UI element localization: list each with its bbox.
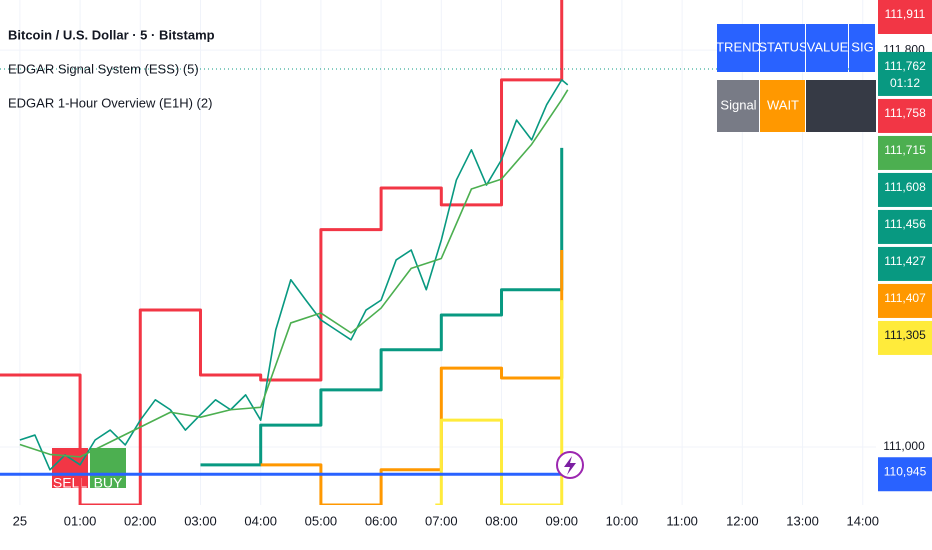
price-line: [19, 79, 569, 471]
price-label-bg: [878, 172, 932, 207]
x-tick-label: 14:00: [846, 513, 879, 528]
x-tick-label: 13:00: [786, 513, 819, 528]
price-label-bg: [878, 457, 932, 492]
annotation-box: [90, 448, 126, 488]
x-tick-label: 04:00: [244, 513, 277, 528]
x-tick-label: 05:00: [305, 513, 338, 528]
table-header-cell: [760, 24, 805, 72]
step-line: [200, 147, 564, 467]
price-label-bg: [878, 135, 932, 170]
table-header-text: TREND: [716, 39, 761, 54]
overlay: Bitcoin / U.S. Dollar · 5 · Bitstamp EDGA…: [8, 24, 876, 132]
price-label: 111,762: [884, 59, 926, 73]
price-label: 111,715: [884, 143, 926, 157]
x-tick-label: 11:00: [666, 513, 698, 528]
x-tick-label: 02:00: [124, 513, 157, 528]
price-label: 111,608: [884, 180, 926, 194]
table-header-cell: [717, 24, 759, 72]
table-header-text: SIG: [851, 39, 873, 54]
x-tick-label: 03:00: [184, 513, 217, 528]
price-label: 111,427: [884, 254, 926, 268]
annotation-label: BUY: [94, 475, 123, 491]
legend-line: Bitcoin / U.S. Dollar · 5 · Bitstamp: [8, 27, 215, 42]
price-countdown: 01:12: [890, 76, 920, 90]
table-cell: [760, 80, 805, 132]
x-tick-label: 10:00: [606, 513, 639, 528]
price-label: 111,758: [884, 106, 926, 120]
table-cell-text: Signal: [720, 97, 756, 112]
plot-area: SELL BUY: [0, 0, 876, 505]
step-line: [0, 0, 564, 505]
price-label: 111,911: [885, 7, 926, 21]
price-label: 111,456: [884, 217, 926, 231]
price-label: 111,305: [884, 328, 926, 342]
price-label-bg: [878, 246, 932, 281]
table-cell-text: WAIT: [767, 97, 799, 112]
step-line: [435, 300, 564, 505]
x-tick-label: 01:00: [64, 513, 97, 528]
x-tick-label: 08:00: [485, 513, 518, 528]
price-label-bg: [878, 98, 932, 133]
annotation-label: SELL: [53, 475, 87, 491]
axes: 25 01:00 02:00 03:00 04:00 05:00 06:00 07:00 08:…: [13, 0, 932, 528]
table-header-cell: [849, 24, 875, 72]
x-tick-label: 25: [13, 513, 27, 528]
x-tick-label: 09:00: [545, 513, 578, 528]
price-label-bg: [878, 320, 932, 355]
table-header-cell: [806, 24, 848, 72]
table-cell: [806, 80, 876, 132]
price-label-bg: [878, 209, 932, 244]
legend-line: EDGAR 1-Hour Overview (E1H) (2): [8, 95, 212, 110]
legend-line: EDGAR Signal System (ESS) (5): [8, 61, 199, 76]
price-label: 110,945: [884, 464, 927, 478]
table-header-text: STATUS: [758, 39, 808, 54]
price-label: 111,407: [884, 291, 926, 305]
price-label-bg: [878, 283, 932, 318]
x-tick-label: 06:00: [365, 513, 398, 528]
price-line: [19, 89, 569, 458]
x-tick-label: 07:00: [425, 513, 458, 528]
signal-icon: [556, 451, 584, 479]
price-label-bg: [878, 0, 932, 34]
table-cell: [717, 80, 759, 132]
price-label-bg: [878, 51, 932, 96]
table-header-text: VALUE: [807, 39, 849, 54]
y-tick-label: 111,000: [883, 439, 925, 453]
x-tick-label: 12:00: [726, 513, 759, 528]
